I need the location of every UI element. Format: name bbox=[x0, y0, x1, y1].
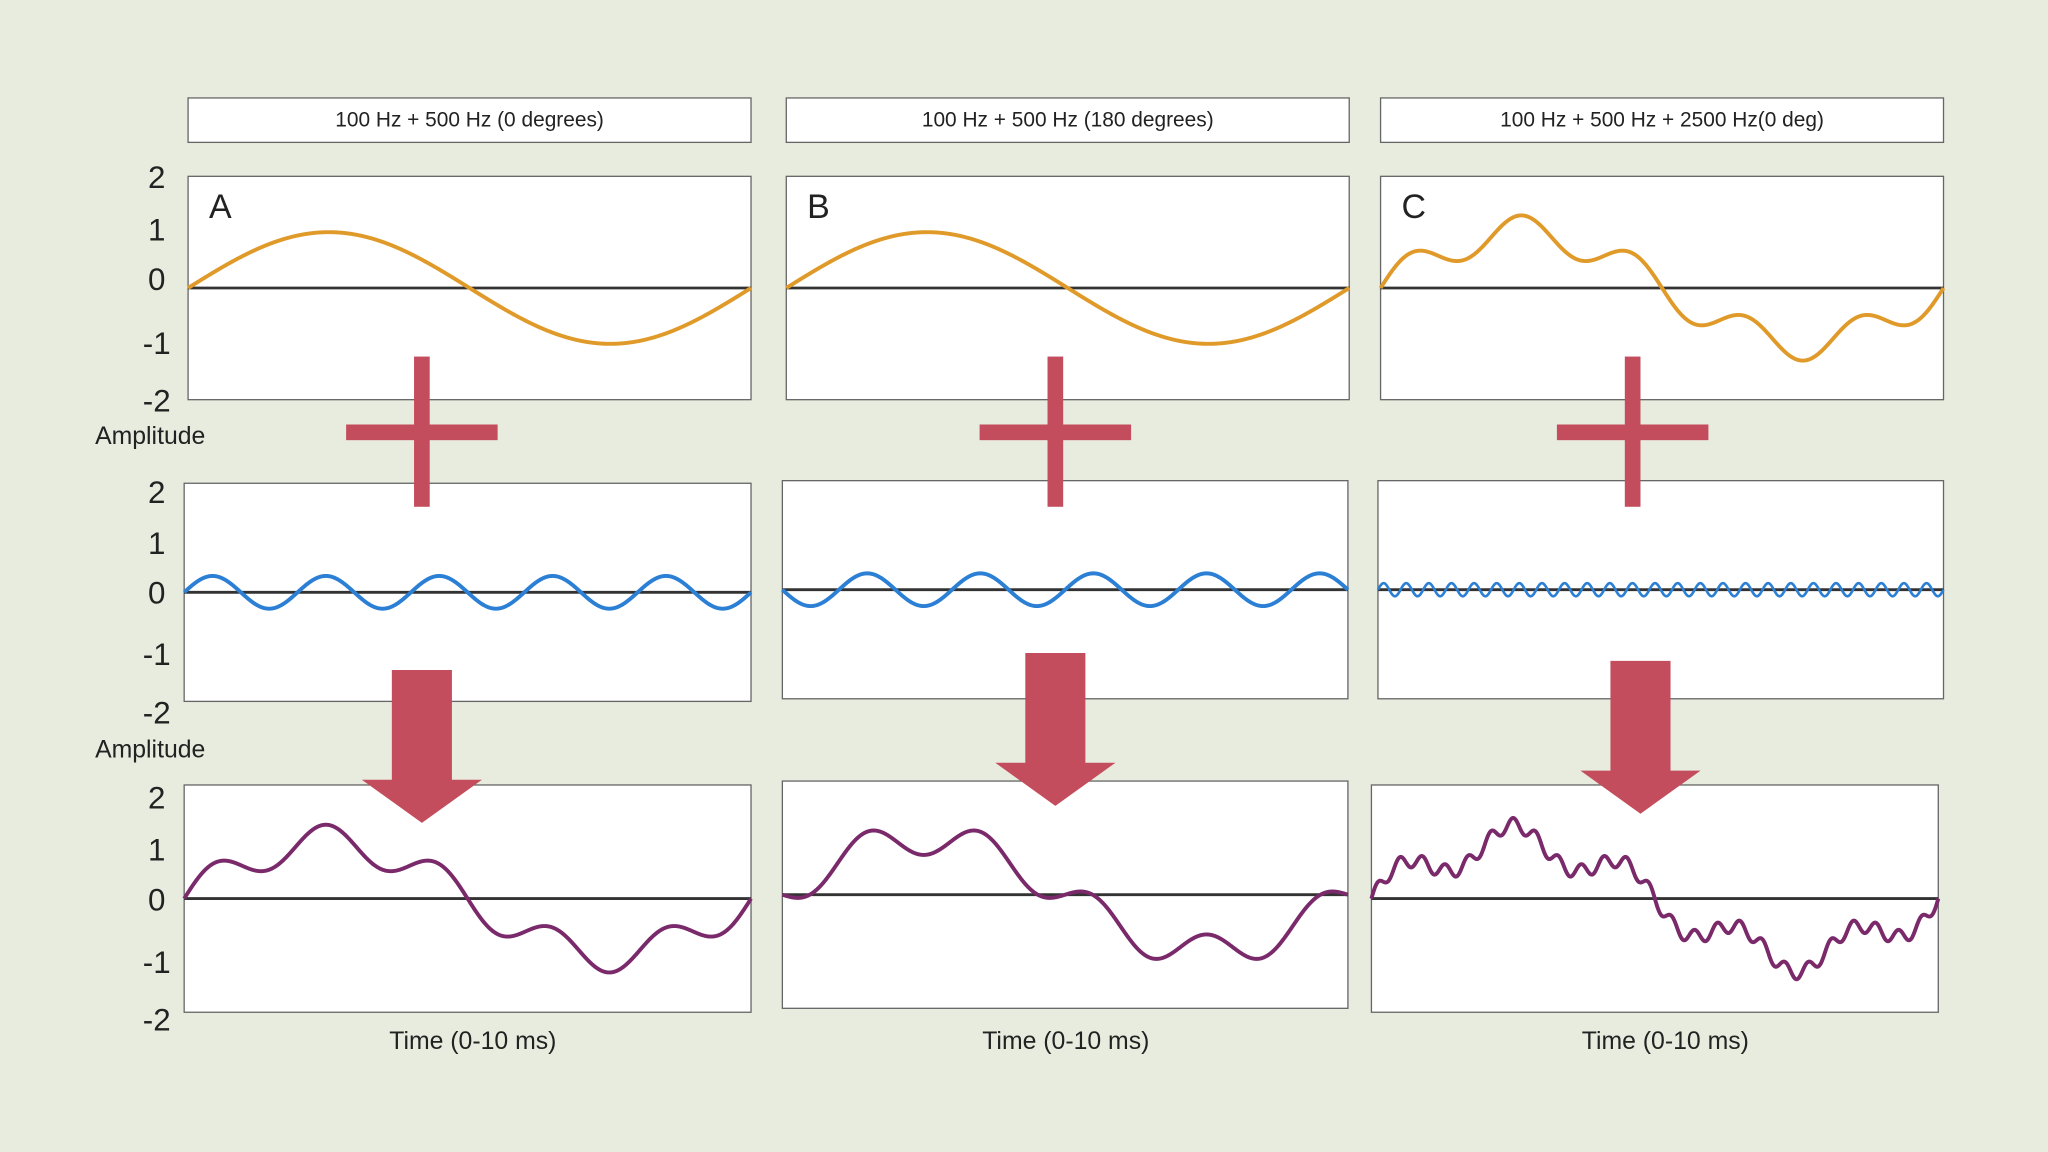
y-tick-label-row3: 1 bbox=[148, 833, 165, 868]
y-tick-label-row3: -1 bbox=[143, 945, 171, 980]
y-tick-label-row3: 0 bbox=[148, 882, 165, 917]
column-c-title: 100 Hz + 500 Hz + 2500 Hz(0 deg) bbox=[1500, 109, 1824, 132]
waveform-a-sum bbox=[182, 822, 753, 975]
x-axis-label-a: Time (0-10 ms) bbox=[389, 1028, 556, 1055]
y-tick-label-row1: -2 bbox=[143, 383, 171, 418]
column-a-title: 100 Hz + 500 Hz (0 degrees) bbox=[335, 109, 604, 132]
y-tick-label-row2: -1 bbox=[143, 637, 171, 672]
waveform-a-added-component bbox=[182, 574, 753, 611]
waveform-c-sum bbox=[1369, 815, 1941, 982]
panel-c-sum bbox=[1369, 784, 1941, 1013]
column-c-title-box: 100 Hz + 500 Hz + 2500 Hz(0 deg) bbox=[1379, 97, 1945, 144]
y-axis-label-middle: Amplitude bbox=[95, 737, 205, 764]
x-axis-label-b: Time (0-10 ms) bbox=[982, 1028, 1149, 1055]
y-tick-label-row3: 2 bbox=[148, 780, 165, 815]
y-tick-label-row2: 1 bbox=[148, 526, 165, 561]
y-tick-label-row1: -1 bbox=[143, 326, 171, 361]
plus-icon bbox=[346, 356, 498, 507]
waveform-c-component bbox=[1378, 213, 1946, 363]
plus-icon bbox=[979, 356, 1132, 507]
column-b-title-box: 100 Hz + 500 Hz (180 degrees) bbox=[785, 97, 1350, 144]
x-axis-label-c: Time (0-10 ms) bbox=[1582, 1028, 1749, 1055]
waveform-c-added-component bbox=[1376, 581, 1945, 598]
panel-b-sum bbox=[780, 780, 1350, 1009]
y-tick-label-row2: 2 bbox=[148, 475, 165, 510]
y-tick-label-row1: 1 bbox=[148, 212, 165, 247]
waveform-b-component bbox=[784, 230, 1351, 346]
waveform-b-added-component bbox=[780, 571, 1350, 609]
y-tick-label-row1: 0 bbox=[148, 262, 165, 297]
y-tick-label-row3: -2 bbox=[143, 1003, 171, 1038]
panel-a-sum bbox=[182, 784, 753, 1013]
panel-c-component: C bbox=[1378, 175, 1946, 401]
panel-a-component: A bbox=[186, 175, 753, 401]
panel-a-added-component bbox=[182, 482, 753, 703]
y-tick-label-row1: 2 bbox=[148, 160, 165, 195]
waveform-b-sum bbox=[780, 828, 1350, 961]
column-a-title-box: 100 Hz + 500 Hz (0 degrees) bbox=[187, 97, 752, 144]
arrow-down-icon bbox=[1580, 660, 1701, 814]
waveform-a-component bbox=[186, 230, 753, 346]
y-axis-label-top: Amplitude bbox=[95, 423, 205, 450]
panel-label-c: C bbox=[1401, 188, 1426, 226]
panel-label-a: A bbox=[209, 188, 232, 226]
y-tick-label-row2: -2 bbox=[143, 696, 171, 731]
y-tick-label-row2: 0 bbox=[148, 575, 165, 610]
plus-icon bbox=[1556, 356, 1709, 507]
panel-b-component: B bbox=[784, 175, 1351, 401]
panel-label-b: B bbox=[807, 188, 830, 226]
column-b-title: 100 Hz + 500 Hz (180 degrees) bbox=[922, 109, 1214, 132]
